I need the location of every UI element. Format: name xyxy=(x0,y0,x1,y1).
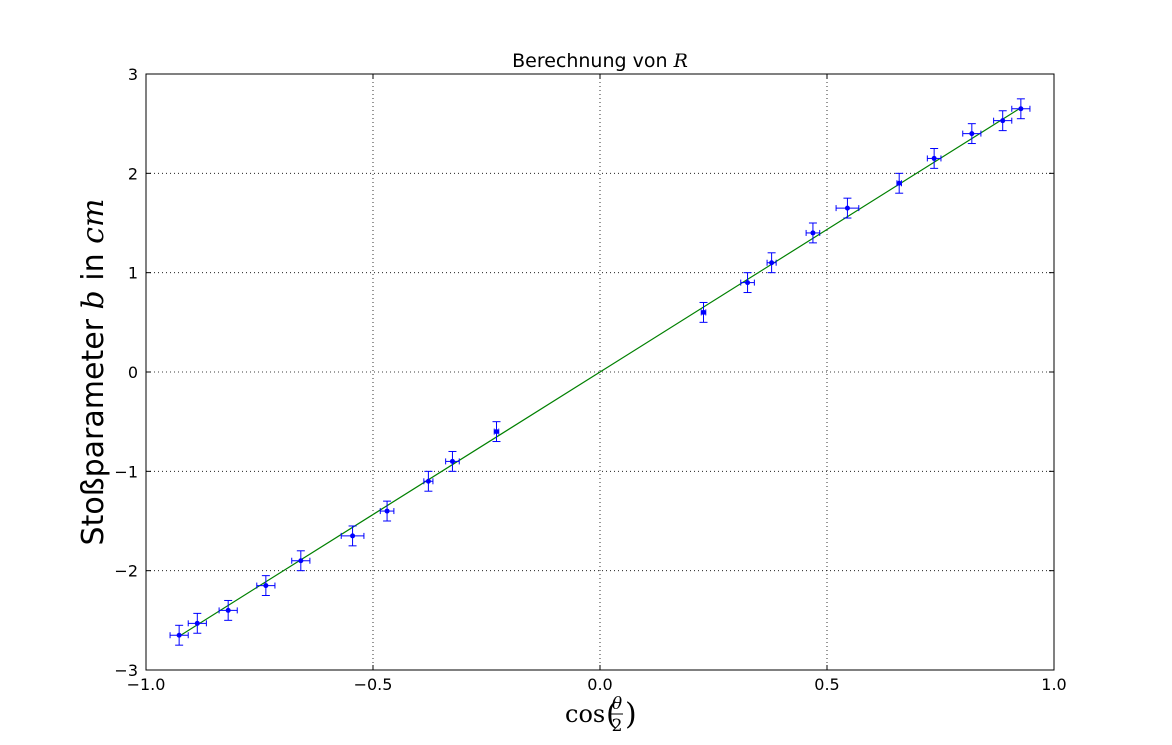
y-axis-label-math-b: b xyxy=(76,290,111,309)
tick-labels: −1.0 −0.5 0.0 0.5 1.0 −3 −2 −1 0 1 2 3 xyxy=(114,65,1066,694)
x-tick-label: 0.0 xyxy=(587,675,612,694)
data-marker xyxy=(493,429,499,435)
data-marker xyxy=(1000,118,1006,124)
data-marker xyxy=(194,620,200,626)
data-marker xyxy=(844,205,850,211)
data-point xyxy=(962,123,982,145)
data-marker xyxy=(225,607,231,613)
data-point xyxy=(1011,98,1031,120)
x-tick-label: −1.0 xyxy=(127,675,166,694)
data-point xyxy=(805,222,821,244)
data-marker xyxy=(701,309,707,315)
chart-title-text: Berechnung von xyxy=(512,50,673,72)
data-marker xyxy=(384,508,390,514)
y-axis-label: Stoßparameter b in cm xyxy=(76,199,111,546)
y-axis-label-math-unit: cm xyxy=(76,199,111,244)
y-tick-label: −2 xyxy=(114,562,138,581)
data-point xyxy=(492,421,501,443)
x-axis-label: cos ( θ 2 ) xyxy=(565,694,637,736)
chart-title-math: R xyxy=(673,50,688,72)
y-tick-label: 2 xyxy=(128,164,138,183)
data-marker xyxy=(931,155,937,161)
data-marker xyxy=(350,533,356,539)
x-axis-label-numerator: θ xyxy=(612,694,622,714)
y-tick-label: 1 xyxy=(128,264,138,283)
y-tick-label: −3 xyxy=(114,661,138,680)
data-point xyxy=(256,575,276,596)
data-marker xyxy=(969,131,975,137)
x-tick-label: 0.5 xyxy=(814,675,839,694)
data-marker xyxy=(769,260,775,266)
x-axis-label-denominator: 2 xyxy=(612,716,623,736)
data-marker xyxy=(745,280,751,286)
data-point xyxy=(340,525,365,547)
data-point xyxy=(187,612,207,634)
data-point xyxy=(993,110,1013,132)
data-point xyxy=(926,148,942,169)
y-tick-label: 0 xyxy=(128,363,138,382)
x-tick-label: −0.5 xyxy=(354,675,393,694)
ticks xyxy=(145,73,1055,671)
data-marker xyxy=(298,558,304,564)
data-marker xyxy=(449,458,455,464)
data-marker xyxy=(176,632,182,638)
fit-line-group xyxy=(178,107,1022,637)
data-point xyxy=(895,172,904,194)
data-point xyxy=(766,252,777,274)
y-axis-label-mid: in xyxy=(76,244,111,290)
x-tick-label: 1.0 xyxy=(1041,675,1066,694)
data-marker xyxy=(810,230,816,236)
data-marker xyxy=(896,180,902,186)
errorbar-group xyxy=(169,98,1031,646)
data-point xyxy=(740,272,755,294)
data-point xyxy=(169,624,189,646)
data-marker xyxy=(425,478,431,484)
data-marker xyxy=(1018,106,1024,112)
y-tick-label: 3 xyxy=(128,65,138,84)
data-point xyxy=(699,301,708,323)
y-axis-label-text: Stoßparameter xyxy=(76,309,111,545)
x-axis-label-close-paren: ) xyxy=(625,697,637,732)
data-point xyxy=(379,500,395,522)
fit-line xyxy=(178,107,1022,637)
data-point xyxy=(218,599,238,621)
data-marker xyxy=(263,583,269,589)
y-tick-label: −1 xyxy=(114,462,138,481)
chart-title: Berechnung von R xyxy=(512,50,688,72)
data-point xyxy=(445,450,460,472)
data-point xyxy=(423,470,434,492)
data-point xyxy=(291,550,311,572)
x-axis-label-func: cos xyxy=(565,700,605,728)
data-point xyxy=(835,197,860,219)
